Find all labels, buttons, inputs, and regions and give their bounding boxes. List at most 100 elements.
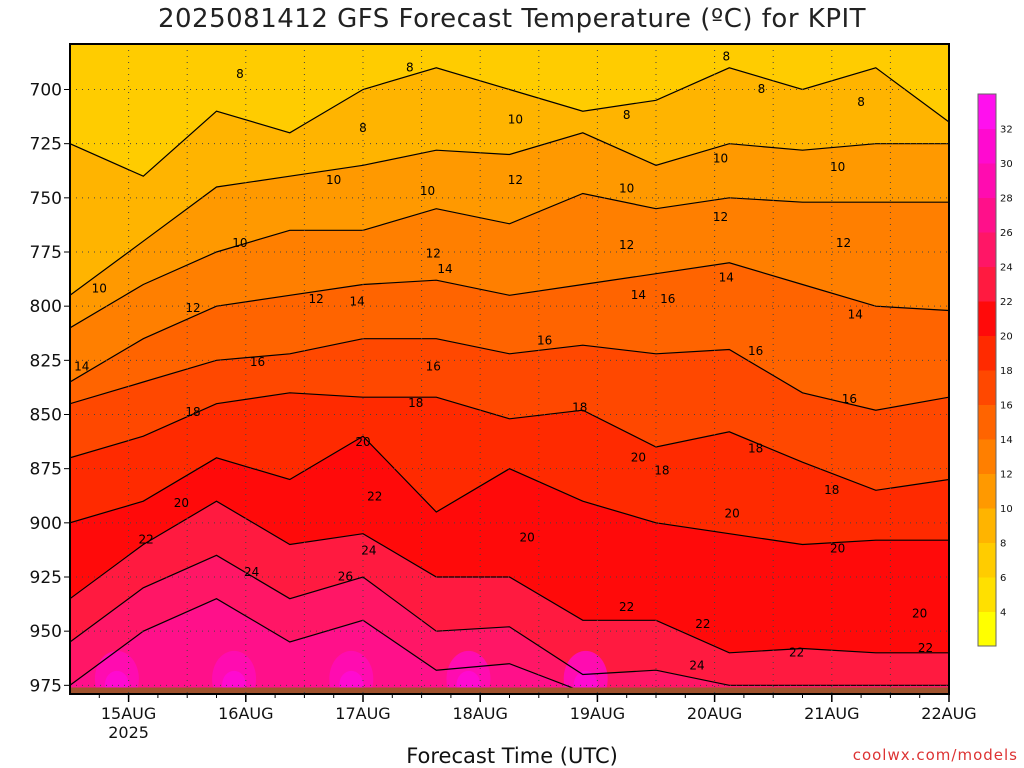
contour-label: 12 [185, 301, 200, 315]
contour-label: 14 [437, 262, 452, 276]
contour-label: 22 [367, 489, 382, 503]
ground-band [70, 687, 949, 694]
x-axis-title: Forecast Time (UTC) [406, 744, 618, 768]
contour-label: 18 [824, 483, 839, 497]
contour-label: 10 [619, 182, 634, 196]
x-tick-label: 17AUG [335, 704, 390, 723]
colorbar-frame [977, 93, 997, 647]
contour-label: 20 [519, 531, 534, 545]
contour-label: 10 [713, 151, 728, 165]
contour-label: 10 [508, 112, 523, 126]
contour-label: 14 [719, 271, 734, 285]
grid-lines [70, 44, 949, 694]
colorbar-tick-label: 6 [1000, 573, 1006, 584]
colorbar-swatch [978, 404, 996, 440]
contour-label: 10 [830, 160, 845, 174]
contour-label: 18 [185, 405, 200, 419]
y-tick-label: 750 [30, 189, 62, 209]
contour-label: 10 [420, 184, 435, 198]
contour-label: 24 [361, 544, 376, 558]
colorbar-tick-label: 10 [1000, 504, 1013, 515]
x-tick-label: 15AUG [101, 704, 156, 723]
x-tick-label: 16AUG [218, 704, 273, 723]
y-tick-label: 975 [30, 676, 62, 696]
contour-label: 12 [836, 236, 851, 250]
contour-label: 12 [426, 247, 441, 261]
contour-label: 8 [722, 50, 730, 64]
contour-label: 22 [789, 645, 804, 659]
colorbar-tick-label: 14 [1000, 435, 1013, 446]
contour-label: 10 [326, 173, 341, 187]
contour-20 [70, 435, 949, 546]
contour-label: 18 [408, 396, 423, 410]
contour-label: 20 [355, 435, 370, 449]
contour-label: 12 [713, 210, 728, 224]
x-tick-label: 19AUG [570, 704, 625, 723]
contour-label: 22 [139, 533, 154, 547]
contour-label: 16 [537, 333, 552, 347]
colorbar-swatch [978, 301, 996, 336]
colorbar-tick-label: 30 [1000, 159, 1013, 170]
y-tick-label: 850 [30, 406, 62, 426]
colorbar-swatch [978, 370, 996, 405]
contour-label: 8 [758, 82, 766, 96]
colorbar-swatch [978, 128, 996, 164]
contour-label: 14 [74, 359, 89, 373]
contour-label: 20 [912, 606, 927, 620]
colorbar-swatch [978, 439, 996, 474]
contour-label: 14 [631, 288, 646, 302]
y-tick-label: 700 [30, 81, 62, 101]
contour-label: 22 [695, 617, 710, 631]
contour-label: 8 [857, 95, 865, 109]
colorbar-swatch [978, 473, 996, 509]
colorbar-swatch [978, 577, 996, 612]
colorbar: 4 6 8 10 12 14 16 18 20 22 24 26 28 30 32 [977, 93, 1013, 647]
colorbar-tick-label: 4 [1000, 608, 1006, 619]
contour-14 [70, 262, 949, 383]
colorbar-swatch [978, 94, 996, 129]
contour-label: 24 [244, 565, 259, 579]
contour-16 [70, 338, 949, 411]
colorbar-tick-label: 18 [1000, 366, 1013, 377]
chart-title: 2025081412 GFS Forecast Temperature (ºC)… [157, 4, 867, 34]
contour-label: 20 [174, 496, 189, 510]
contour-label: 16 [748, 344, 763, 358]
contour-26 [70, 598, 949, 694]
x-tick-label: 20AUG [687, 704, 742, 723]
contour-label: 18 [572, 401, 587, 415]
y-tick-label: 875 [30, 460, 62, 480]
contour-label: 22 [918, 641, 933, 655]
contour-label: 20 [725, 507, 740, 521]
contour-label: 12 [508, 173, 523, 187]
colorbar-tick-label: 12 [1000, 470, 1013, 481]
colorbar-tick-label: 32 [1000, 125, 1013, 136]
y-tick-label: 900 [30, 514, 62, 534]
contour-label: 18 [748, 442, 763, 456]
contour-label: 24 [689, 658, 704, 672]
contour-label: 10 [232, 236, 247, 250]
contour-label: 20 [631, 450, 646, 464]
y-tick-label: 950 [30, 622, 62, 642]
band-26 [70, 598, 949, 694]
y-axis: 700 725 750 775 800 825 850 875 900 925 950 975 [30, 81, 70, 696]
contour-label: 14 [848, 307, 863, 321]
contour-18 [70, 392, 949, 491]
contour-label: 26 [338, 570, 353, 584]
contour-label: 18 [654, 463, 669, 477]
credit-link[interactable]: coolwx.com/models [852, 746, 1018, 764]
temperature-fill-bands [70, 44, 949, 694]
y-tick-label: 725 [30, 135, 62, 155]
colorbar-tick-label: 16 [1000, 401, 1013, 412]
contour-label: 8 [236, 67, 244, 81]
colorbar-swatch [978, 611, 996, 647]
colorbar-swatch [978, 232, 996, 267]
contour-label: 8 [406, 60, 414, 74]
contour-label: 8 [623, 108, 631, 122]
colorbar-swatch [978, 335, 996, 371]
colorbar-tick-label: 20 [1000, 332, 1013, 343]
y-tick-label: 800 [30, 297, 62, 317]
x-tick-label: 18AUG [452, 704, 507, 723]
y-tick-label: 825 [30, 351, 62, 371]
